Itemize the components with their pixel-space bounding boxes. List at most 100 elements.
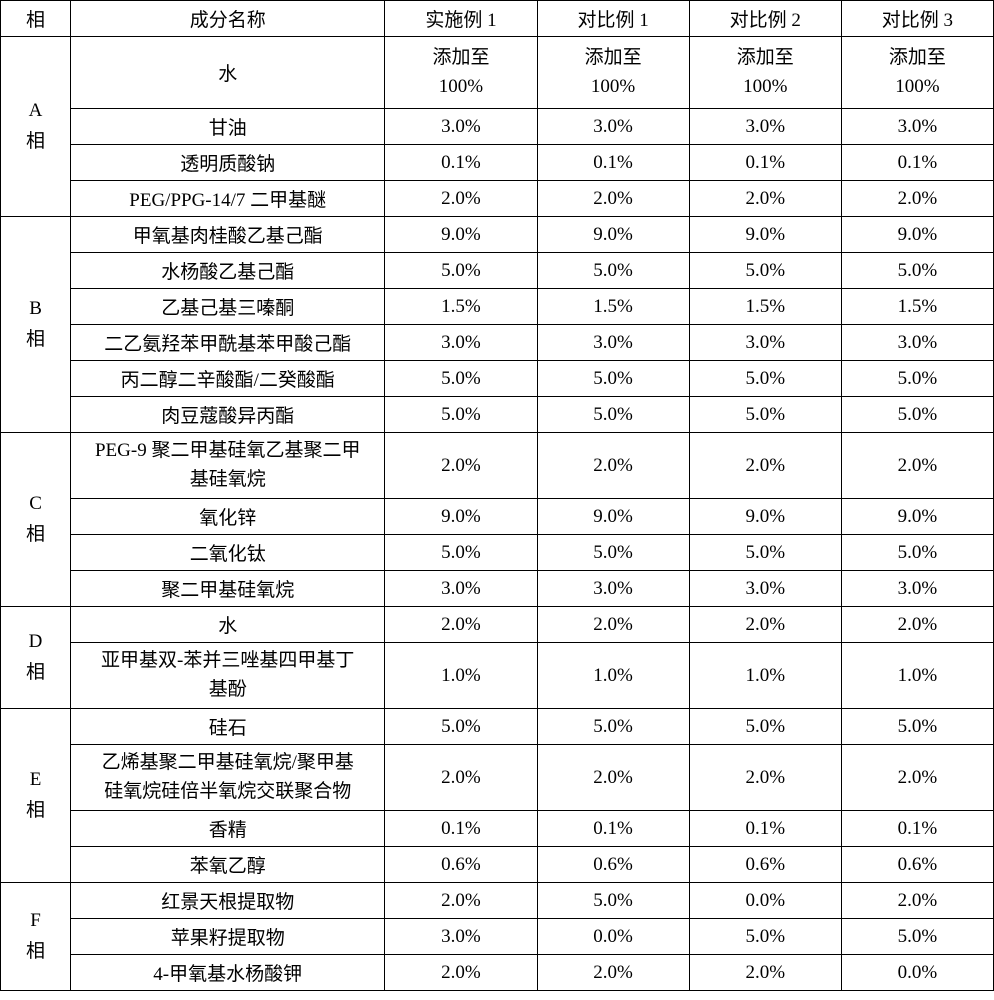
value-cell: 0.0% — [841, 955, 993, 991]
value-cell: 1.5% — [385, 289, 537, 325]
ingredient-name: 水 — [71, 37, 385, 109]
value-cell: 1.0% — [385, 643, 537, 709]
table-row: F 相 红景天根提取物 2.0% 5.0% 0.0% 2.0% — [1, 883, 994, 919]
value-cell: 1.5% — [537, 289, 689, 325]
value-cell: 3.0% — [841, 109, 993, 145]
phase-d-char1: D — [29, 631, 43, 652]
table-header-row: 相 成分名称 实施例 1 对比例 1 对比例 2 对比例 3 — [1, 1, 994, 37]
value-line2: 100% — [439, 76, 483, 97]
value-cell: 2.0% — [385, 883, 537, 919]
value-line2: 100% — [591, 76, 635, 97]
value-cell: 1.5% — [841, 289, 993, 325]
ingredient-name-line1: 亚甲基双-苯并三唑基四甲基丁 — [101, 650, 354, 671]
table-row: 4-甲氧基水杨酸钾 2.0% 2.0% 2.0% 0.0% — [1, 955, 994, 991]
value-cell: 2.0% — [841, 745, 993, 811]
value-cell: 5.0% — [689, 709, 841, 745]
value-cell: 2.0% — [537, 607, 689, 643]
ingredient-name: 香精 — [71, 811, 385, 847]
ingredient-name-line1: PEG-9 聚二甲基硅氧乙基聚二甲 — [95, 440, 360, 461]
value-cell: 5.0% — [689, 253, 841, 289]
value-cell: 5.0% — [537, 883, 689, 919]
table-row: A 相 水 添加至 100% 添加至 100% 添加至 100% 添加至 100… — [1, 37, 994, 109]
value-cell: 添加至 100% — [689, 37, 841, 109]
phase-d-char2: 相 — [26, 662, 45, 683]
table-row: 肉豆蔻酸异丙酯 5.0% 5.0% 5.0% 5.0% — [1, 397, 994, 433]
value-cell: 添加至 100% — [537, 37, 689, 109]
value-cell: 3.0% — [537, 325, 689, 361]
value-line2: 100% — [895, 76, 939, 97]
table-row: 氧化锌 9.0% 9.0% 9.0% 9.0% — [1, 499, 994, 535]
value-cell: 0.6% — [537, 847, 689, 883]
value-cell: 2.0% — [841, 181, 993, 217]
phase-label-a: A 相 — [1, 37, 71, 217]
value-cell: 0.6% — [385, 847, 537, 883]
value-line1: 添加至 — [585, 47, 642, 68]
ingredient-name-line1: 乙烯基聚二甲基硅氧烷/聚甲基 — [102, 752, 354, 773]
phase-label-c: C 相 — [1, 433, 71, 607]
ingredient-name: 甘油 — [71, 109, 385, 145]
value-cell: 9.0% — [537, 217, 689, 253]
phase-label-f: F 相 — [1, 883, 71, 991]
phase-f-char1: F — [30, 910, 41, 931]
value-cell: 3.0% — [841, 571, 993, 607]
ingredient-name: 硅石 — [71, 709, 385, 745]
value-cell: 9.0% — [385, 499, 537, 535]
table-row: E 相 硅石 5.0% 5.0% 5.0% 5.0% — [1, 709, 994, 745]
value-cell: 0.1% — [689, 145, 841, 181]
value-cell: 5.0% — [689, 397, 841, 433]
value-cell: 3.0% — [841, 325, 993, 361]
value-cell: 9.0% — [841, 217, 993, 253]
ingredient-name: 丙二醇二辛酸酯/二癸酸酯 — [71, 361, 385, 397]
value-cell: 5.0% — [537, 397, 689, 433]
value-cell: 0.1% — [841, 811, 993, 847]
value-cell: 2.0% — [689, 181, 841, 217]
value-line1: 添加至 — [889, 47, 946, 68]
value-cell: 3.0% — [385, 919, 537, 955]
value-cell: 2.0% — [841, 607, 993, 643]
value-cell: 0.1% — [537, 811, 689, 847]
value-cell: 3.0% — [385, 325, 537, 361]
table-row: PEG/PPG-14/7 二甲基醚 2.0% 2.0% 2.0% 2.0% — [1, 181, 994, 217]
header-name: 成分名称 — [71, 1, 385, 37]
phase-label-e: E 相 — [1, 709, 71, 883]
value-cell: 5.0% — [841, 709, 993, 745]
header-phase: 相 — [1, 1, 71, 37]
table-row: 二氧化钛 5.0% 5.0% 5.0% 5.0% — [1, 535, 994, 571]
value-cell: 1.0% — [537, 643, 689, 709]
value-cell: 5.0% — [537, 535, 689, 571]
value-cell: 5.0% — [385, 535, 537, 571]
value-cell: 1.0% — [689, 643, 841, 709]
value-cell: 5.0% — [385, 253, 537, 289]
value-cell: 2.0% — [537, 955, 689, 991]
ingredient-name: 氧化锌 — [71, 499, 385, 535]
table-row: 聚二甲基硅氧烷 3.0% 3.0% 3.0% 3.0% — [1, 571, 994, 607]
phase-a-char2: 相 — [26, 131, 45, 152]
ingredient-name: 二氧化钛 — [71, 535, 385, 571]
value-cell: 5.0% — [689, 361, 841, 397]
table-row: 丙二醇二辛酸酯/二癸酸酯 5.0% 5.0% 5.0% 5.0% — [1, 361, 994, 397]
value-cell: 2.0% — [385, 181, 537, 217]
phase-a-char1: A — [29, 100, 43, 121]
value-cell: 5.0% — [385, 709, 537, 745]
ingredient-name: 肉豆蔻酸异丙酯 — [71, 397, 385, 433]
value-cell: 3.0% — [537, 109, 689, 145]
value-cell: 0.1% — [689, 811, 841, 847]
value-cell: 5.0% — [841, 361, 993, 397]
value-cell: 3.0% — [385, 109, 537, 145]
value-cell: 9.0% — [537, 499, 689, 535]
value-cell: 2.0% — [689, 955, 841, 991]
value-cell: 3.0% — [689, 325, 841, 361]
table-row: 二乙氨羟苯甲酰基苯甲酸己酯 3.0% 3.0% 3.0% 3.0% — [1, 325, 994, 361]
value-cell: 0.1% — [385, 811, 537, 847]
ingredient-name: 水 — [71, 607, 385, 643]
value-cell: 0.1% — [537, 145, 689, 181]
value-cell: 0.1% — [385, 145, 537, 181]
value-cell: 1.5% — [689, 289, 841, 325]
value-cell: 2.0% — [689, 433, 841, 499]
value-cell: 2.0% — [385, 745, 537, 811]
ingredient-name-line2: 硅氧烷硅倍半氧烷交联聚合物 — [104, 781, 351, 802]
ingredient-name: 甲氧基肉桂酸乙基己酯 — [71, 217, 385, 253]
table-row: 苯氧乙醇 0.6% 0.6% 0.6% 0.6% — [1, 847, 994, 883]
phase-b-char2: 相 — [26, 329, 45, 350]
value-cell: 5.0% — [841, 253, 993, 289]
